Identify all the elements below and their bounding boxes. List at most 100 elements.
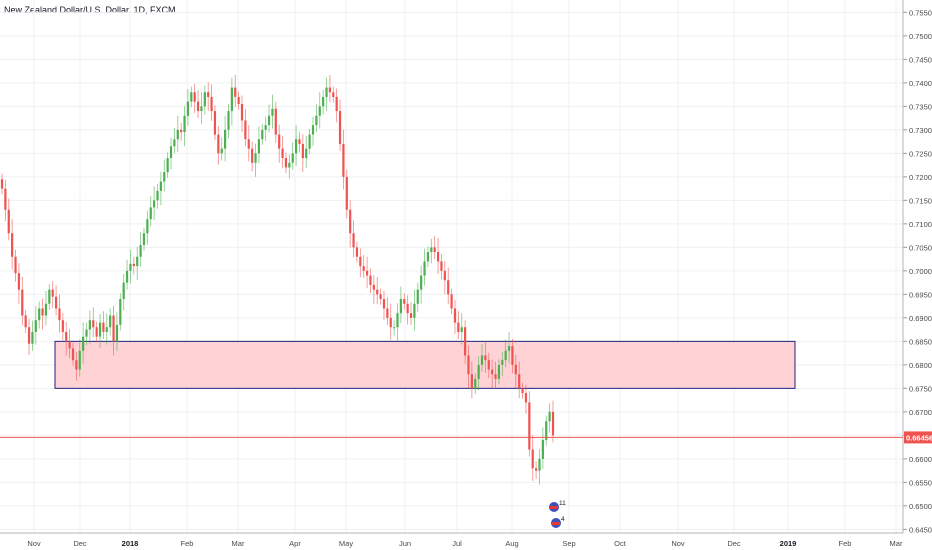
candle-body [183,115,186,133]
candle-body [518,374,521,389]
candle-body [457,322,460,332]
candle-body [409,313,413,318]
candle-body [217,134,220,154]
candle-body [467,355,470,375]
candle-body [92,320,95,328]
x-tick-label: Aug [505,539,518,548]
candle-body [386,308,389,318]
candle-body [224,129,227,149]
candle-body [298,139,301,144]
candle-body [251,148,254,163]
x-tick-label: Feb [839,539,852,548]
x-tick-label: Jun [399,539,411,548]
candle-body [257,139,261,154]
candle-body [328,87,331,93]
candle-body [301,143,304,159]
candle-body [153,200,156,208]
candle-body [430,247,433,253]
candle-body [423,261,426,276]
candle-body [433,247,436,253]
candle-body [190,92,193,102]
candle-body [281,148,284,159]
candle-body [464,327,467,356]
candle-body [54,296,58,309]
candle-body [180,129,183,133]
candle-body [21,289,24,316]
support-zone-rect[interactable] [54,340,796,389]
candle-body [470,374,473,389]
candle-body [497,364,501,379]
candle-body [244,120,247,140]
candle-body [173,139,176,147]
candle-body [491,369,494,375]
candle-body [75,360,78,370]
candle-body [129,263,132,271]
candle-body [399,299,402,314]
x-tick-label: Sep [562,539,575,548]
candle-body [156,190,159,201]
event-count: 4 [561,516,565,523]
candle-body [196,101,200,112]
candle-body [85,329,88,337]
flag-stripe [552,522,560,525]
x-tick-label: Apr [289,539,301,548]
candle-body [315,115,318,126]
candle-body [450,294,453,309]
x-tick-label: May [339,539,353,548]
y-tick-label: 0.64500 [909,525,932,534]
candle-body [288,162,291,168]
candle-body [511,346,514,365]
current-price-label: 0.66456 [906,433,932,442]
candle-body [420,275,423,290]
candle-body [551,411,555,436]
candle-body [163,172,166,182]
candle-body [109,315,112,328]
candle-body [477,364,480,379]
candle-body [291,153,294,163]
candle-body [308,134,311,149]
candle-body [426,252,430,262]
candle-body [379,294,382,300]
candle-body [403,299,406,304]
candle-body [406,303,409,314]
candle-body [71,348,75,361]
candle-body [474,378,477,389]
candle-body [51,289,54,297]
candle-body [247,139,250,149]
candle-body [440,261,443,271]
x-tick-label: Dec [727,539,741,548]
candle-body [193,92,196,102]
candle-body [541,440,544,459]
candle-body [65,331,68,342]
candle-body [166,158,169,173]
candle-body [237,96,240,104]
candle-body [146,219,149,234]
candle-body [359,256,362,267]
candle-body [528,402,531,450]
candle-body [487,360,490,370]
candle-body [322,96,325,107]
candle-body [264,125,267,130]
candle-body [234,87,237,97]
candle-body [521,388,524,394]
candle-body [203,92,206,107]
candle-body [207,92,210,97]
candle-body [271,108,274,116]
candle-body [210,96,213,112]
candle-body [484,355,487,361]
candle-body [545,421,548,441]
candle-body [494,374,497,379]
candle-body [267,115,271,126]
candle-body [17,273,21,290]
candle-body [142,233,146,245]
x-tick-label: Oct [614,539,627,548]
